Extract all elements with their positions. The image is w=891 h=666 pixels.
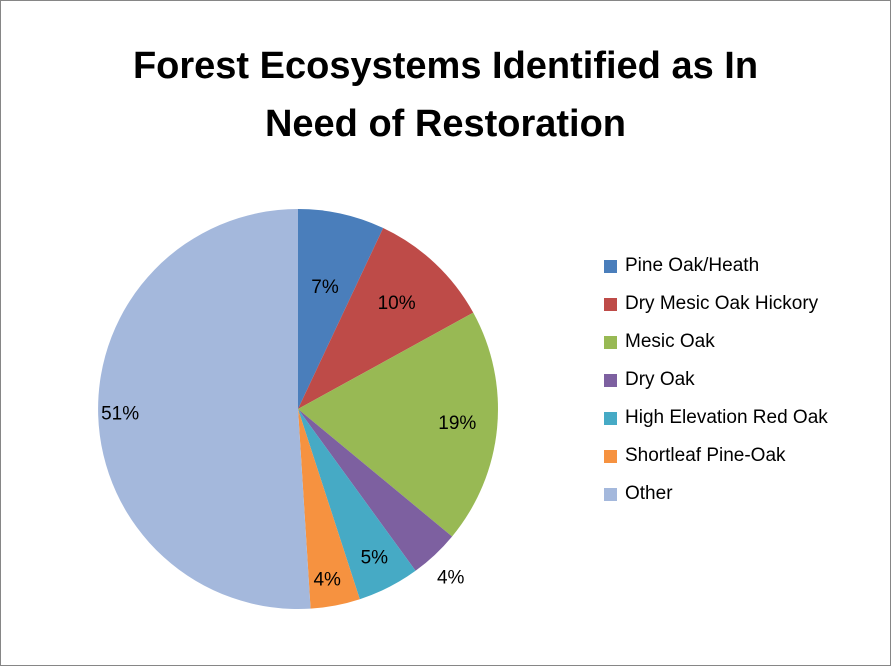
pie-slice [298, 209, 384, 409]
legend-label: Mesic Oak [625, 331, 715, 352]
pie-slice [298, 409, 453, 571]
legend-swatch [604, 259, 617, 273]
legend-item-shortleaf-pine-oak: Shortleaf Pine-Oak [604, 437, 828, 475]
legend-swatch [604, 297, 617, 311]
pie-slice [98, 209, 311, 609]
pie-slice [298, 409, 360, 609]
pie-data-label: 5% [361, 548, 389, 569]
legend-item-mesic-oak: Mesic Oak [604, 323, 828, 361]
legend-label: High Elevation Red Oak [625, 407, 828, 428]
pie-slice [298, 409, 416, 600]
pie-data-label: 10% [378, 293, 416, 314]
legend-item-dry-oak: Dry Oak [604, 361, 828, 399]
pie-data-label: 51% [101, 404, 139, 425]
pie-slice [298, 312, 498, 537]
pie-data-label: 4% [437, 567, 465, 588]
chart-title: Forest Ecosystems Identified as In Need … [1, 37, 890, 153]
pie-slice [298, 228, 474, 409]
pie-data-label: 19% [438, 413, 476, 434]
legend-swatch [604, 449, 617, 463]
pie-slices [98, 209, 498, 609]
legend-item-other: Other [604, 475, 828, 513]
legend-item-dry-mesic-oak-hickory: Dry Mesic Oak Hickory [604, 285, 828, 323]
legend-swatch [604, 487, 617, 501]
legend-label: Dry Mesic Oak Hickory [625, 293, 819, 314]
legend: Pine Oak/Heath Dry Mesic Oak Hickory Mes… [604, 247, 828, 513]
chart-title-line-2: Need of Restoration [264, 103, 627, 145]
legend-label: Dry Oak [625, 369, 695, 390]
legend-label: Shortleaf Pine-Oak [625, 445, 786, 466]
legend-swatch [604, 335, 617, 349]
legend-label: Pine Oak/Heath [625, 255, 760, 276]
chart-title-line-1: Forest Ecosystems Identified as In [132, 45, 759, 87]
legend-item-high-elevation-red-oak: High Elevation Red Oak [604, 399, 828, 437]
legend-swatch [604, 411, 617, 425]
pie-data-label: 7% [311, 277, 339, 298]
legend-item-pine-oak-heath: Pine Oak/Heath [604, 247, 828, 285]
pie-data-labels: 7% 10% 19% 4% 5% 4% 51% [101, 277, 476, 591]
pie-data-label: 4% [313, 570, 341, 591]
legend-swatch [604, 373, 617, 387]
legend-label: Other [625, 483, 673, 504]
